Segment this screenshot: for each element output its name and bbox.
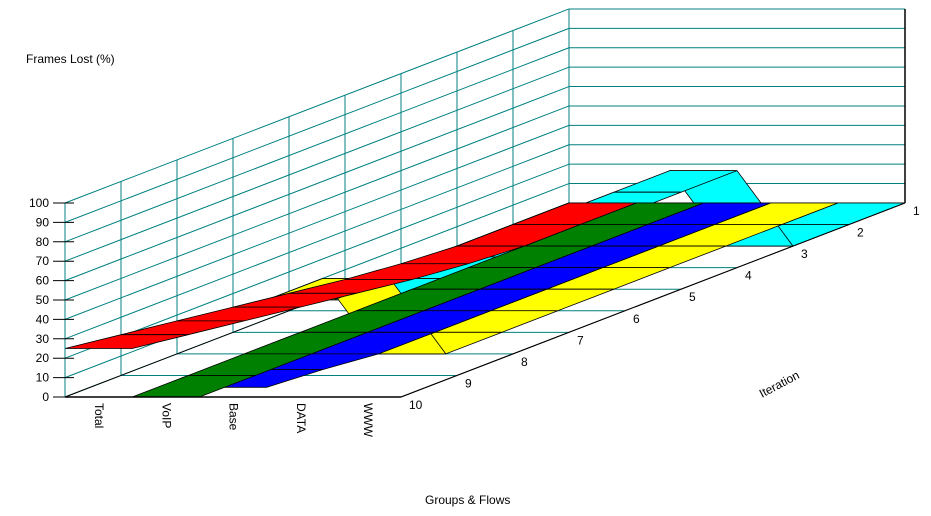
svg-text:1: 1: [913, 204, 920, 218]
svg-text:Total: Total: [92, 403, 106, 428]
svg-text:40: 40: [36, 312, 50, 326]
svg-text:10: 10: [36, 371, 50, 385]
svg-text:30: 30: [36, 332, 50, 346]
svg-text:4: 4: [745, 269, 752, 283]
svg-text:0: 0: [42, 390, 49, 404]
svg-text:80: 80: [36, 235, 50, 249]
grid-lines: [64, 8, 906, 398]
svg-text:2: 2: [857, 226, 864, 240]
svg-text:90: 90: [36, 215, 50, 229]
svg-text:Base: Base: [227, 403, 241, 431]
tick-labels: 0 10 20 30 40 50 60 70 80 90 100 Total VoIP Base DATA W…: [29, 196, 920, 438]
svg-text:9: 9: [465, 376, 472, 390]
data-ribbons: [64, 170, 906, 398]
svg-text:7: 7: [577, 333, 584, 347]
svg-text:6: 6: [633, 312, 640, 326]
svg-text:3: 3: [801, 247, 808, 261]
ribbon-total: [120, 320, 245, 336]
ribbon-total: [64, 334, 189, 349]
svg-text:100: 100: [29, 196, 49, 210]
y-axis-title: Frames Lost (%): [26, 52, 115, 66]
svg-text:50: 50: [36, 293, 50, 307]
z-axis-title: Iteration: [757, 368, 802, 401]
svg-text:5: 5: [689, 290, 696, 304]
svg-text:20: 20: [36, 351, 50, 365]
svg-text:WWW: WWW: [361, 403, 375, 438]
svg-text:DATA: DATA: [294, 403, 308, 433]
svg-text:10: 10: [409, 398, 423, 412]
svg-text:VoIP: VoIP: [159, 403, 173, 428]
svg-text:70: 70: [36, 254, 50, 268]
x-axis-title: Groups & Flows: [425, 493, 510, 507]
svg-text:60: 60: [36, 274, 50, 288]
svg-text:8: 8: [521, 355, 528, 369]
